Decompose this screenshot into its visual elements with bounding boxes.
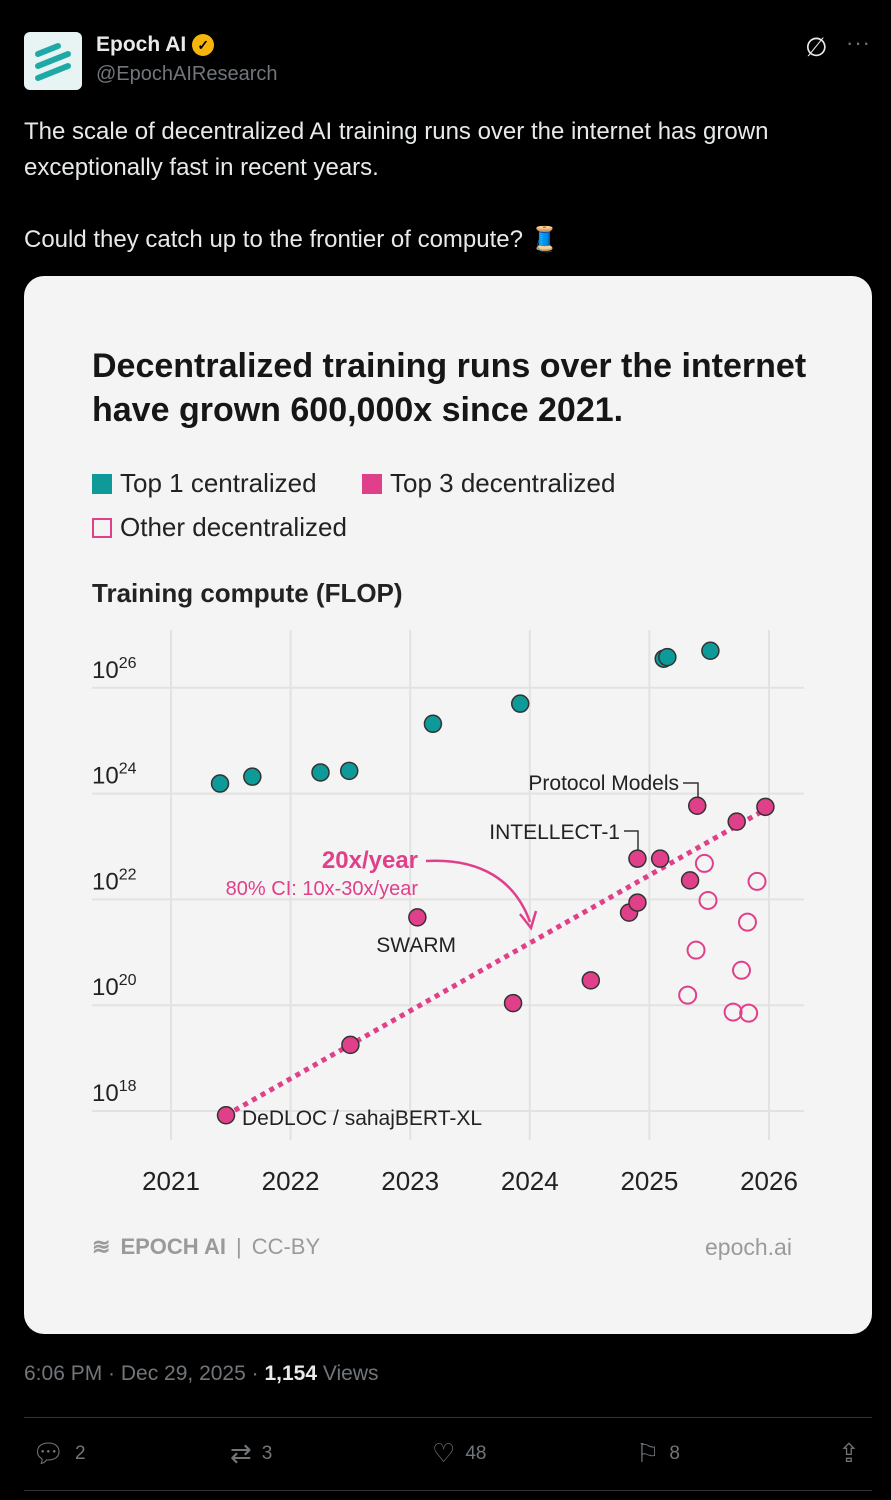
timestamp[interactable]: 6:06 PM · Dec 29, 2025 · bbox=[24, 1362, 265, 1385]
trend-label: 20x/year bbox=[322, 847, 418, 874]
centralized-point bbox=[701, 641, 720, 661]
decentralized-other-point bbox=[723, 1002, 743, 1022]
decentralized-top3-point bbox=[727, 812, 746, 831]
centralized-point bbox=[423, 714, 443, 734]
verified-badge-icon: ✓ bbox=[192, 34, 215, 56]
legend-top3: Top 3 decentralized bbox=[362, 468, 615, 499]
divider bbox=[24, 1417, 872, 1418]
decentralized-other-point bbox=[678, 985, 698, 1005]
chart-footer-brand: ≋ EPOCH AI | CC-BY bbox=[92, 1234, 321, 1259]
x-tick-label: 2025 bbox=[620, 1166, 678, 1196]
decentralized-top3-point bbox=[680, 871, 700, 890]
epoch-logo-icon: ≋ bbox=[92, 1234, 111, 1259]
decentralized-other-point bbox=[694, 853, 714, 873]
y-axis-label: Training compute (FLOP) bbox=[92, 578, 403, 608]
x-tick-label: 2024 bbox=[501, 1166, 559, 1196]
legend-other: Other decentralized bbox=[92, 512, 347, 543]
x-tick-label: 2022 bbox=[262, 1166, 320, 1196]
decentralized-top3-point bbox=[650, 849, 670, 868]
decentralized-other-point bbox=[698, 890, 718, 910]
centralized-point bbox=[658, 647, 677, 667]
decentralized-top3-point bbox=[408, 908, 427, 927]
author-handle[interactable]: @EpochAIResearch bbox=[96, 63, 278, 85]
epoch-logo-icon bbox=[35, 43, 71, 81]
y-tick-label: 1020 bbox=[92, 972, 137, 1001]
x-tick-label: 2026 bbox=[740, 1166, 798, 1196]
like-button[interactable]: ♡ 48 bbox=[432, 1438, 487, 1468]
centralized-point bbox=[311, 763, 330, 782]
centralized-point bbox=[243, 767, 262, 786]
decentralized-top3-point bbox=[756, 797, 775, 817]
decentralized-other-point bbox=[686, 940, 706, 960]
annotation-connector bbox=[624, 830, 639, 850]
chart-footer-site: epoch.ai bbox=[705, 1234, 792, 1260]
y-tick-label: 1024 bbox=[92, 761, 137, 790]
y-tick-label: 1018 bbox=[92, 1078, 137, 1107]
share-icon: ⇪ bbox=[838, 1438, 860, 1468]
bookmark-icon: ⚐ bbox=[636, 1438, 660, 1468]
decentralized-top3-point bbox=[216, 1105, 236, 1125]
decentralized-top3-point bbox=[687, 796, 707, 816]
annotation-connector bbox=[683, 782, 699, 797]
legend-top1: Top 1 centralized bbox=[92, 468, 317, 499]
author-name[interactable]: Epoch AI ✓ bbox=[96, 33, 215, 57]
divider bbox=[24, 1490, 872, 1491]
decentralized-top3-point bbox=[503, 993, 523, 1013]
annotation-label: SWARM bbox=[376, 934, 456, 957]
decentralized-top3-point bbox=[581, 971, 601, 990]
reply-icon: 💬︎ bbox=[32, 1438, 66, 1468]
post-text: The scale of decentralized AI training r… bbox=[24, 118, 769, 253]
decentralized-other-point bbox=[739, 1003, 759, 1023]
decentralized-top3-point bbox=[341, 1035, 360, 1055]
decentralized-top3-point bbox=[628, 893, 647, 912]
annotation-label: INTELLECT-1 bbox=[489, 821, 620, 844]
trend-ci-label: 80% CI: 10x-30x/year bbox=[226, 878, 419, 900]
grok-icon[interactable]: ∅ bbox=[805, 32, 828, 62]
y-tick-label: 1026 bbox=[92, 655, 137, 684]
decentralized-other-point bbox=[747, 871, 767, 891]
reply-button[interactable]: 💬︎ 2 bbox=[32, 1438, 86, 1468]
annotation-label: DeDLOC / sahajBERT-XL bbox=[242, 1107, 482, 1130]
decentralized-other-point bbox=[737, 912, 757, 932]
trend-arrow bbox=[425, 859, 532, 923]
x-tick-label: 2023 bbox=[381, 1166, 439, 1196]
centralized-point bbox=[339, 761, 359, 781]
bookmark-button[interactable]: ⚐ 8 bbox=[636, 1438, 680, 1468]
repost-button[interactable]: ⇄ 3 bbox=[230, 1438, 273, 1468]
decentralized-top3-point bbox=[628, 849, 647, 868]
repost-icon: ⇄ bbox=[230, 1438, 252, 1468]
chart-title: Decentralized training runs over the int… bbox=[92, 347, 807, 429]
centralized-point bbox=[510, 694, 530, 713]
avatar[interactable] bbox=[24, 32, 82, 90]
heart-icon: ♡ bbox=[432, 1438, 456, 1468]
x-tick-label: 2021 bbox=[142, 1166, 200, 1196]
y-tick-label: 1022 bbox=[92, 866, 137, 895]
trend-line bbox=[224, 807, 767, 1118]
share-button[interactable]: ⇪ bbox=[838, 1438, 860, 1469]
arrow-head-icon bbox=[519, 910, 538, 931]
post-meta: 6:06 PM · Dec 29, 2025 · 1,154 Views bbox=[24, 1362, 379, 1385]
annotation-label: Protocol Models bbox=[528, 772, 679, 795]
decentralized-other-point bbox=[731, 960, 751, 980]
more-options-icon[interactable]: ··· bbox=[846, 30, 871, 55]
chart-image[interactable] bbox=[24, 276, 872, 1334]
centralized-point bbox=[210, 774, 230, 793]
